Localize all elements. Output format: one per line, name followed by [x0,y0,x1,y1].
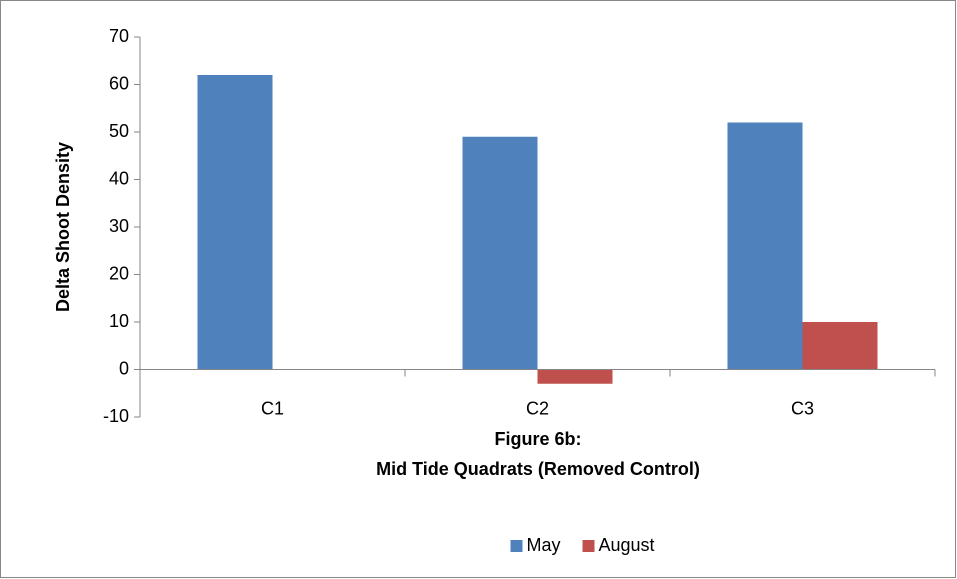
y-tick-label: 60 [109,73,129,93]
y-tick-label: 20 [109,263,129,283]
x-axis-title: Mid Tide Quadrats (Removed Control) [376,459,700,479]
y-tick-label: 50 [109,121,129,141]
y-tick-label: 10 [109,311,129,331]
legend-swatch [582,540,595,552]
bar [802,322,878,370]
x-tick-label: C2 [526,398,549,418]
x-tick-label: C1 [261,398,284,418]
bar [197,75,273,370]
y-tick-label: -10 [103,406,129,426]
y-tick-label: 40 [109,168,129,188]
bar [537,369,613,384]
y-tick-label: 0 [119,358,129,378]
legend-swatch [510,540,523,552]
y-tick-label: 70 [109,26,129,46]
legend-label: May [527,535,561,555]
x-axis-title: Figure 6b: [494,429,581,449]
y-tick-label: 30 [109,216,129,236]
bar [462,136,538,370]
x-tick-label: C3 [791,398,814,418]
bar [727,122,803,370]
y-axis-title: Delta Shoot Density [53,142,73,312]
legend-label: August [599,535,655,555]
